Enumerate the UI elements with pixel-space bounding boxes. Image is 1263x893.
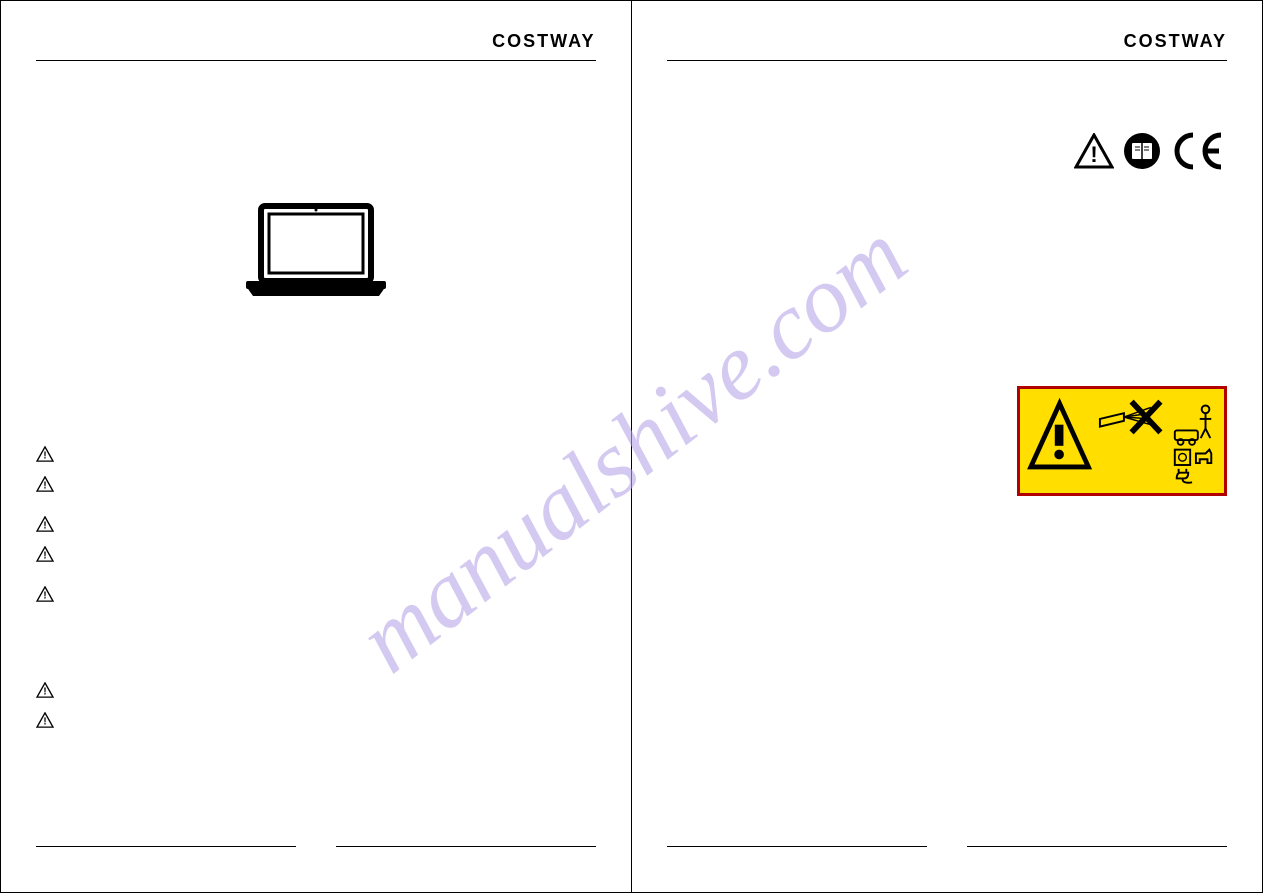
right-page: COSTWAY ! bbox=[632, 1, 1263, 892]
left-page: COSTWAY ! ! ! ! ! ! ! bbox=[1, 1, 632, 892]
svg-text:!: ! bbox=[43, 686, 46, 697]
warning-triangle-icon: ! bbox=[1074, 133, 1114, 169]
svg-text:!: ! bbox=[43, 716, 46, 727]
svg-text:!: ! bbox=[43, 550, 46, 561]
warning-list-2: ! ! bbox=[36, 682, 596, 728]
certification-icons: ! bbox=[667, 131, 1228, 171]
footer-rule-segment bbox=[967, 846, 1227, 847]
warning-triangle-icon: ! bbox=[36, 712, 54, 728]
header-rule-left bbox=[36, 60, 596, 61]
warning-triangle-icon: ! bbox=[36, 682, 54, 698]
manual-spread: COSTWAY ! ! ! ! ! ! ! bbox=[1, 1, 1262, 892]
brand-logo-left: COSTWAY bbox=[36, 31, 596, 52]
laptop-illustration bbox=[36, 201, 596, 306]
svg-text:!: ! bbox=[43, 450, 46, 461]
brand-logo-right: COSTWAY bbox=[667, 31, 1228, 52]
footer-rule-segment bbox=[336, 846, 596, 847]
svg-text:!: ! bbox=[43, 520, 46, 531]
ce-mark-icon bbox=[1169, 131, 1227, 171]
footer-rules-right bbox=[667, 846, 1228, 847]
svg-text:!: ! bbox=[43, 480, 46, 491]
footer-rules-left bbox=[36, 846, 596, 847]
header-rule-right bbox=[667, 60, 1228, 61]
safety-warning-label bbox=[1017, 386, 1227, 496]
footer-rule-segment bbox=[36, 846, 296, 847]
laptop-icon bbox=[241, 201, 391, 301]
warning-list-1: ! ! ! ! ! bbox=[36, 446, 596, 602]
warning-triangle-icon: ! bbox=[36, 446, 54, 462]
warning-triangle-icon: ! bbox=[36, 476, 54, 492]
read-manual-icon bbox=[1123, 132, 1161, 170]
svg-text:!: ! bbox=[1090, 142, 1097, 167]
warning-triangle-icon: ! bbox=[36, 586, 54, 602]
svg-text:!: ! bbox=[43, 590, 46, 601]
safety-label-graphic bbox=[1026, 392, 1218, 490]
footer-rule-segment bbox=[667, 846, 927, 847]
warning-triangle-icon: ! bbox=[36, 546, 54, 562]
warning-triangle-icon: ! bbox=[36, 516, 54, 532]
